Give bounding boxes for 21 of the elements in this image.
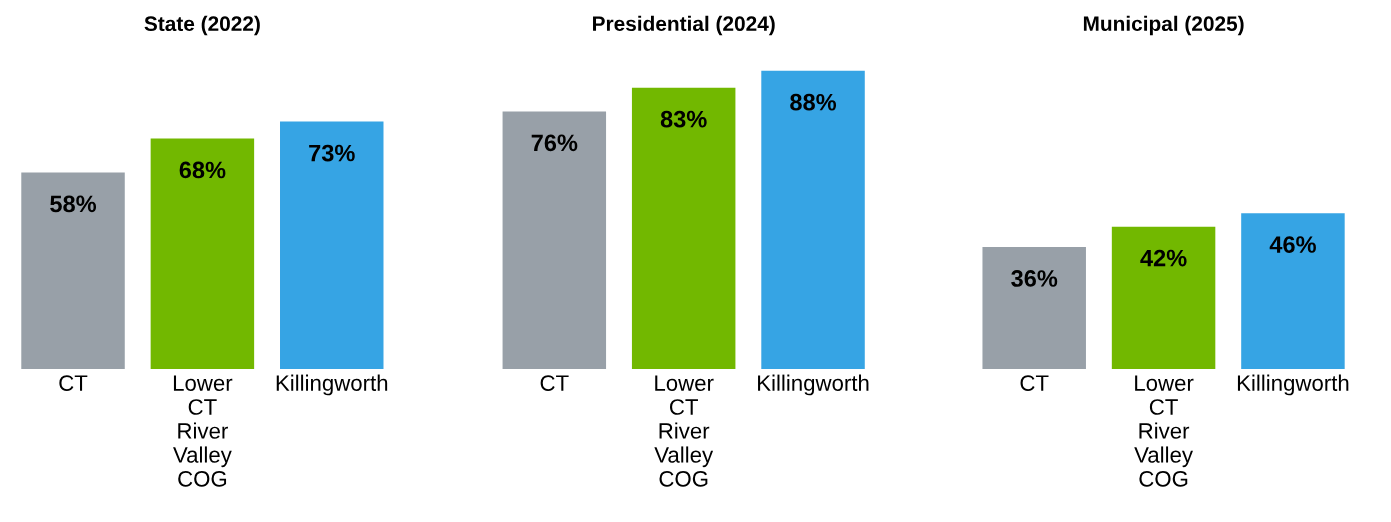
x-tick-label: Lower CT River Valley COG	[173, 375, 233, 487]
data-label: 73%	[309, 144, 355, 162]
data-label: 42%	[1140, 249, 1187, 267]
x-tick-label: CT	[540, 375, 569, 391]
data-label: 76%	[531, 134, 578, 152]
data-label: 36%	[1011, 270, 1058, 287]
x-tick-label: Killingworth	[276, 374, 388, 396]
x-tick-label: CT	[59, 375, 88, 391]
chart-title: Presidential (2024)	[593, 15, 775, 36]
chart-title: State (2022)	[144, 15, 260, 36]
x-tick-label: CT	[1020, 375, 1049, 391]
x-tick-label: Lower CT River Valley COG	[654, 375, 714, 487]
data-label: 58%	[50, 195, 97, 213]
chart-title: Municipal (2025)	[1083, 15, 1244, 36]
data-label: 88%	[790, 93, 837, 111]
data-label: 83%	[660, 110, 707, 128]
x-tick-label: Lower CT River Valley COG	[1134, 375, 1194, 487]
x-tick-label: Killingworth	[1237, 374, 1349, 396]
data-label: 46%	[1269, 236, 1316, 253]
data-label: 68%	[179, 161, 226, 179]
x-tick-label: Killingworth	[758, 374, 869, 396]
